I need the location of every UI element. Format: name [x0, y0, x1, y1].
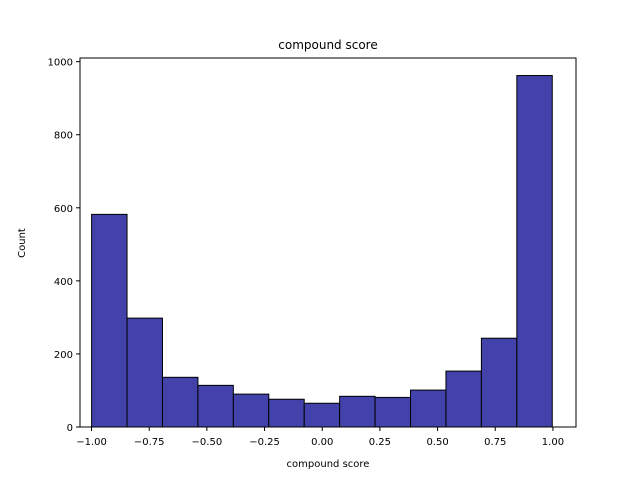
y-tick-label: 0 [67, 423, 73, 434]
plot-area-frame [79, 57, 577, 428]
y-tick-label: 400 [54, 277, 73, 288]
y-tick-label: 800 [54, 131, 73, 142]
x-axis-label: compound score [287, 459, 370, 470]
histogram-bar [91, 213, 128, 428]
x-tick-label: −0.25 [249, 437, 280, 448]
x-tick-label: 0.00 [311, 437, 333, 448]
chart-title: compound score [278, 38, 377, 52]
histogram-bar [374, 396, 412, 428]
y-tick-label: 200 [54, 350, 73, 361]
x-tick-label: 0.75 [484, 437, 506, 448]
x-tick-label: −1.00 [76, 437, 107, 448]
x-tick-label: −0.75 [134, 437, 165, 448]
x-tick-label: 1.00 [542, 437, 564, 448]
histogram-bars [91, 75, 553, 428]
histogram-bar [268, 398, 305, 428]
y-axis-ticks: 0 200 400 600 800 1000 [48, 58, 80, 434]
histogram-bar [516, 75, 553, 428]
histogram-bar [445, 370, 482, 428]
x-tick-label: −0.50 [192, 437, 223, 448]
histogram-bar [126, 317, 163, 428]
y-tick-label: 600 [54, 204, 73, 215]
histogram-bar [410, 389, 447, 428]
histogram-bar [339, 395, 376, 428]
histogram-bar [480, 337, 518, 428]
x-tick-label: 0.50 [426, 437, 448, 448]
histogram-bar [161, 376, 199, 428]
histogram-bar [232, 393, 270, 428]
histogram-bar [303, 402, 341, 428]
histogram-bar [197, 384, 234, 428]
y-axis-label: Count [17, 228, 28, 258]
x-axis-ticks: −1.00 −0.75 −0.50 −0.25 0.00 0.25 0.50 0.75 1.00 [76, 427, 564, 448]
y-tick-label: 1000 [48, 58, 73, 69]
x-tick-label: 0.25 [369, 437, 391, 448]
